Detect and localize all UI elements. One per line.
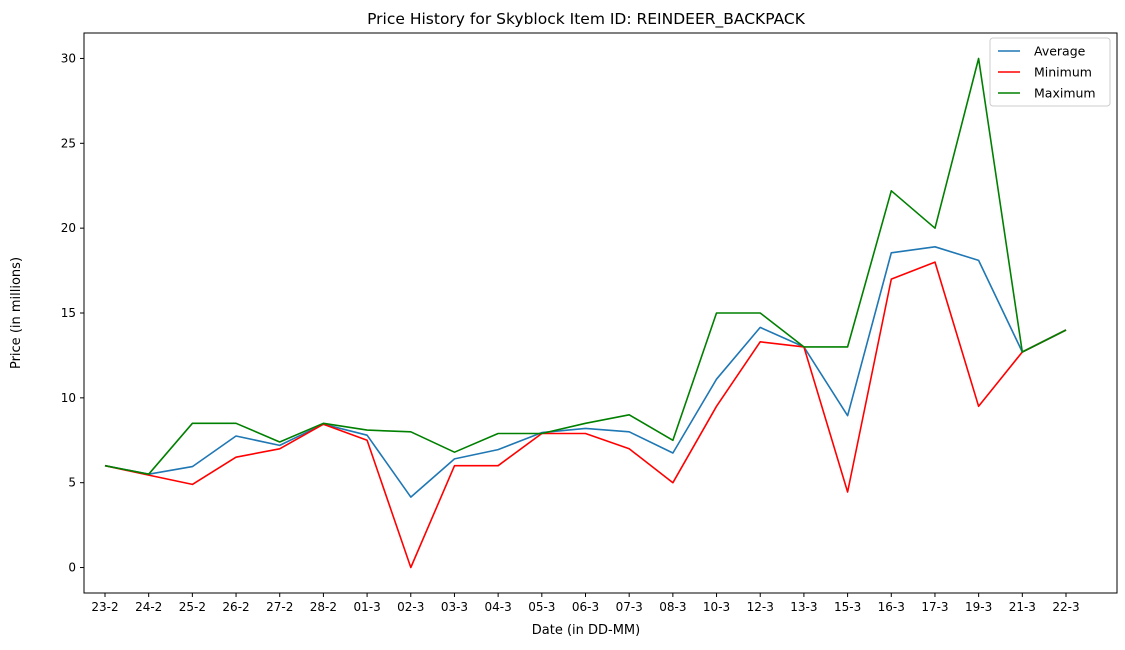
x-tick-label: 26-2 [222,600,249,614]
x-tick-label: 21-3 [1009,600,1036,614]
y-tick-label: 20 [61,221,76,235]
y-tick-label: 15 [61,306,76,320]
x-tick-label: 27-2 [266,600,293,614]
x-tick-label: 17-3 [921,600,948,614]
series-layer [104,57,1067,569]
x-axis: 23-2 24-2 25-2 26-2 27-2 28-2 01-3 02-3 03-3 04-3… [91,593,1080,614]
series-line-maximum [104,57,1067,476]
x-tick-label: 05-3 [528,600,555,614]
x-tick-label: 04-3 [485,600,512,614]
x-tick-label: 19-3 [965,600,992,614]
y-axis: 0 5 10 15 20 25 30 [61,51,84,575]
x-tick-label: 24-2 [135,600,162,614]
legend-box [989,37,1111,107]
x-tick-label: 06-3 [572,600,599,614]
x-tick-label: 22-3 [1052,600,1079,614]
y-tick-label: 10 [61,391,76,405]
x-tick-label: 08-3 [659,600,686,614]
legend-label: Minimum [1034,65,1092,80]
x-tick-label: 16-3 [878,600,905,614]
y-tick-label: 25 [61,136,76,150]
y-tick-label: 30 [61,51,76,65]
x-tick-label: 13-3 [790,600,817,614]
legend-label: Maximum [1034,86,1096,101]
x-tick-label: 01-3 [353,600,380,614]
x-tick-label: 23-2 [91,600,118,614]
legend: Average Minimum Maximum [989,37,1111,107]
x-tick-label: 28-2 [310,600,337,614]
series-line-average [104,246,1067,498]
x-tick-label: 07-3 [616,600,643,614]
x-axis-title: Date (in DD-MM) [532,623,640,638]
x-tick-label: 02-3 [397,600,424,614]
x-tick-label: 10-3 [703,600,730,614]
chart-title: Price History for Skyblock Item ID: REIN… [367,10,806,29]
plot-area-frame [83,32,1118,594]
x-tick-label: 03-3 [441,600,468,614]
y-axis-title: Price (in millions) [9,257,24,369]
x-tick-label: 12-3 [747,600,774,614]
legend-label: Average [1034,44,1086,59]
y-tick-label: 5 [68,476,76,490]
x-tick-label: 25-2 [179,600,206,614]
x-tick-label: 15-3 [834,600,861,614]
y-tick-label: 0 [68,561,76,575]
series-line-minimum [104,261,1067,569]
